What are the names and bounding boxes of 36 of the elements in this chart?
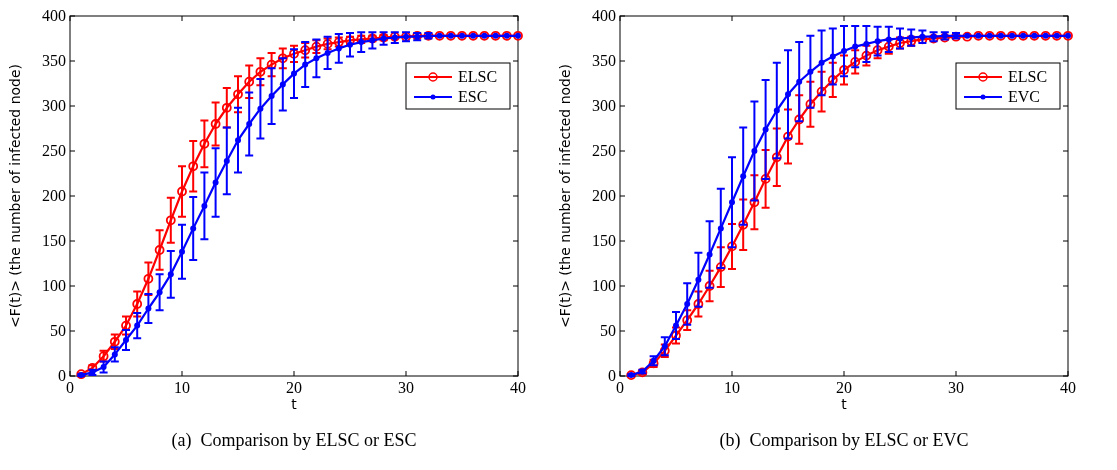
- y-axis-title: <F(t)> (the number of infected node): [557, 63, 573, 329]
- y-tick-label: 100: [42, 277, 66, 294]
- y-tick-label: 350: [592, 52, 616, 69]
- y-tick-label: 300: [42, 97, 66, 114]
- y-tick-label: 400: [592, 7, 616, 24]
- y-tick-label: 100: [592, 277, 616, 294]
- y-tick-label: 0: [58, 367, 66, 384]
- legend-label: ESC: [458, 88, 488, 105]
- legend-label: ELSC: [1008, 68, 1048, 85]
- x-axis-title: t: [841, 396, 848, 412]
- x-tick-label: 30: [948, 379, 964, 396]
- y-tick-label: 0: [608, 367, 616, 384]
- x-tick-label: 30: [398, 379, 414, 396]
- y-tick-label: 150: [592, 232, 616, 249]
- text: (a) Comparison by ELSC or ESC: [171, 430, 417, 451]
- text: (b) Comparison by ELSC or EVC: [719, 430, 969, 451]
- x-tick-label: 20: [286, 379, 302, 396]
- x-axis-title: t: [291, 396, 298, 412]
- x-tick-label: 40: [1060, 379, 1076, 396]
- legend-label: EVC: [1008, 88, 1040, 105]
- y-tick-label: 350: [42, 52, 66, 69]
- y-tick-label: 200: [592, 187, 616, 204]
- y-tick-label: 50: [50, 322, 66, 339]
- y-tick-label: 150: [42, 232, 66, 249]
- y-tick-label: 300: [592, 97, 616, 114]
- y-tick-label: 200: [42, 187, 66, 204]
- y-tick-label: 250: [592, 142, 616, 159]
- x-tick-label: 10: [724, 379, 740, 396]
- y-tick-label: 400: [42, 7, 66, 24]
- x-tick-label: 20: [836, 379, 852, 396]
- x-tick-label: 10: [174, 379, 190, 396]
- legend-label: ELSC: [458, 68, 498, 85]
- y-tick-label: 250: [42, 142, 66, 159]
- y-tick-label: 50: [600, 322, 616, 339]
- y-axis-title: <F(t)> (the number of infected node): [7, 63, 23, 329]
- x-tick-label: 40: [510, 379, 526, 396]
